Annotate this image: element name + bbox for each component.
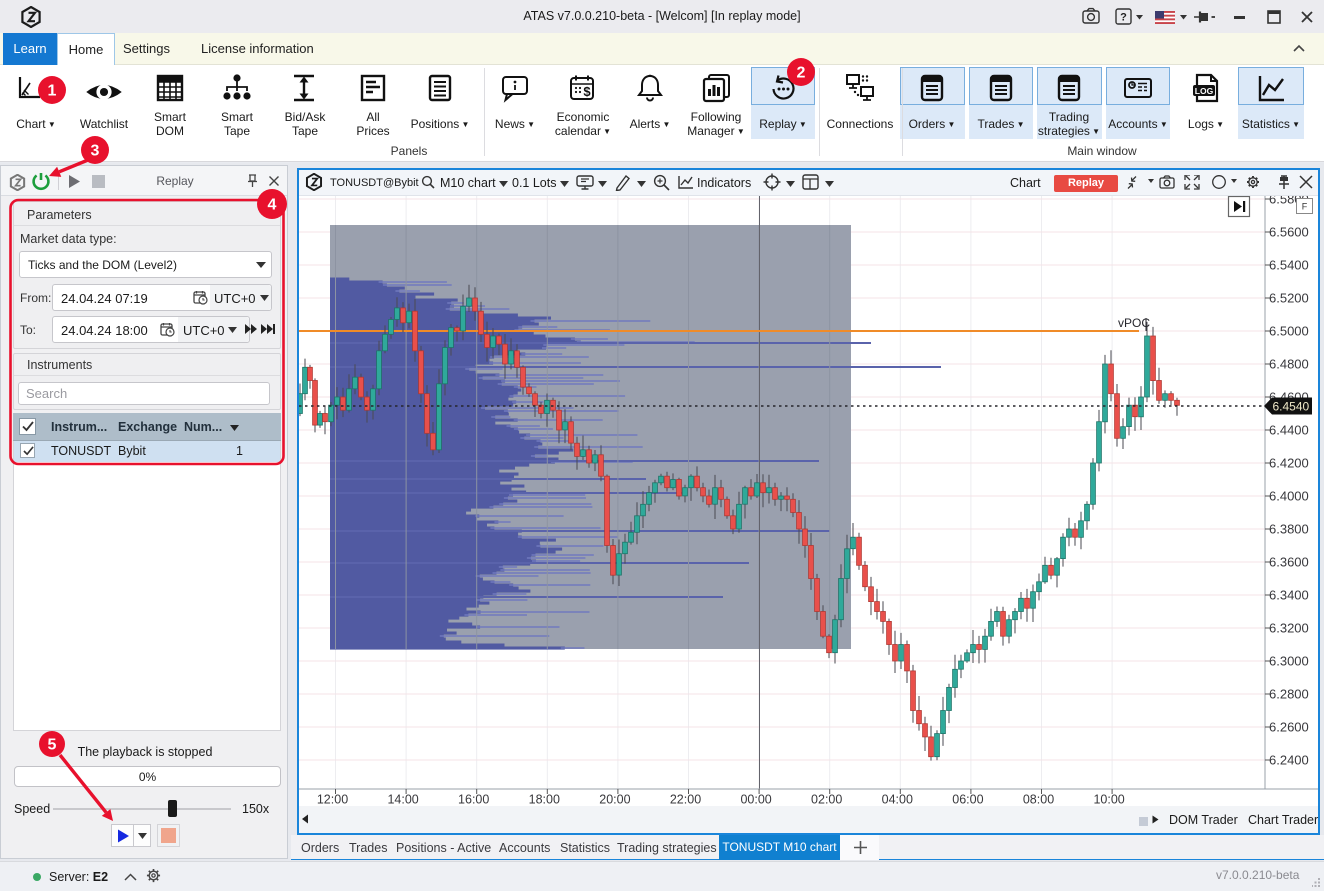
svg-text:6.2400: 6.2400 (1269, 753, 1309, 768)
svg-text:vPOC: vPOC (1118, 316, 1150, 330)
svg-text:04:00: 04:00 (882, 793, 913, 807)
svg-text:6.3800: 6.3800 (1269, 522, 1309, 537)
svg-text:6.5000: 6.5000 (1269, 324, 1309, 339)
svg-text:06:00: 06:00 (952, 793, 983, 807)
svg-text:6.4200: 6.4200 (1269, 456, 1309, 471)
svg-text:12:00: 12:00 (317, 793, 348, 807)
svg-text:5: 5 (48, 737, 57, 754)
svg-text:6.3000: 6.3000 (1269, 654, 1309, 669)
svg-text:F: F (1302, 202, 1308, 212)
svg-text:1: 1 (48, 83, 57, 100)
svg-text:6.3200: 6.3200 (1269, 621, 1309, 636)
svg-text:6.4540: 6.4540 (1273, 400, 1310, 414)
svg-text:LOG: LOG (1195, 86, 1214, 96)
svg-text:6.2600: 6.2600 (1269, 720, 1309, 735)
svg-text:6.5400: 6.5400 (1269, 258, 1309, 273)
svg-text:10:00: 10:00 (1093, 793, 1124, 807)
svg-text:6.4400: 6.4400 (1269, 423, 1309, 438)
svg-text:6.5600: 6.5600 (1269, 225, 1309, 240)
svg-text:14:00: 14:00 (387, 793, 418, 807)
svg-text:2: 2 (797, 65, 806, 82)
svg-text:?: ? (1120, 12, 1127, 24)
svg-text:6.2800: 6.2800 (1269, 687, 1309, 702)
svg-text:6.5200: 6.5200 (1269, 291, 1309, 306)
svg-text:4: 4 (268, 197, 277, 214)
svg-text:00:00: 00:00 (740, 793, 771, 807)
svg-text:22:00: 22:00 (670, 793, 701, 807)
svg-text:6.5800: 6.5800 (1269, 196, 1309, 207)
svg-text:16:00: 16:00 (458, 793, 489, 807)
svg-text:6.3600: 6.3600 (1269, 555, 1309, 570)
svg-text:6.4000: 6.4000 (1269, 489, 1309, 504)
svg-text:6.4800: 6.4800 (1269, 357, 1309, 372)
svg-text:20:00: 20:00 (599, 793, 630, 807)
svg-text:18:00: 18:00 (529, 793, 560, 807)
svg-text:3: 3 (91, 143, 100, 160)
svg-text:02:00: 02:00 (811, 793, 842, 807)
svg-text:$: $ (583, 84, 591, 99)
svg-text:6.3400: 6.3400 (1269, 588, 1309, 603)
svg-text:08:00: 08:00 (1023, 793, 1054, 807)
